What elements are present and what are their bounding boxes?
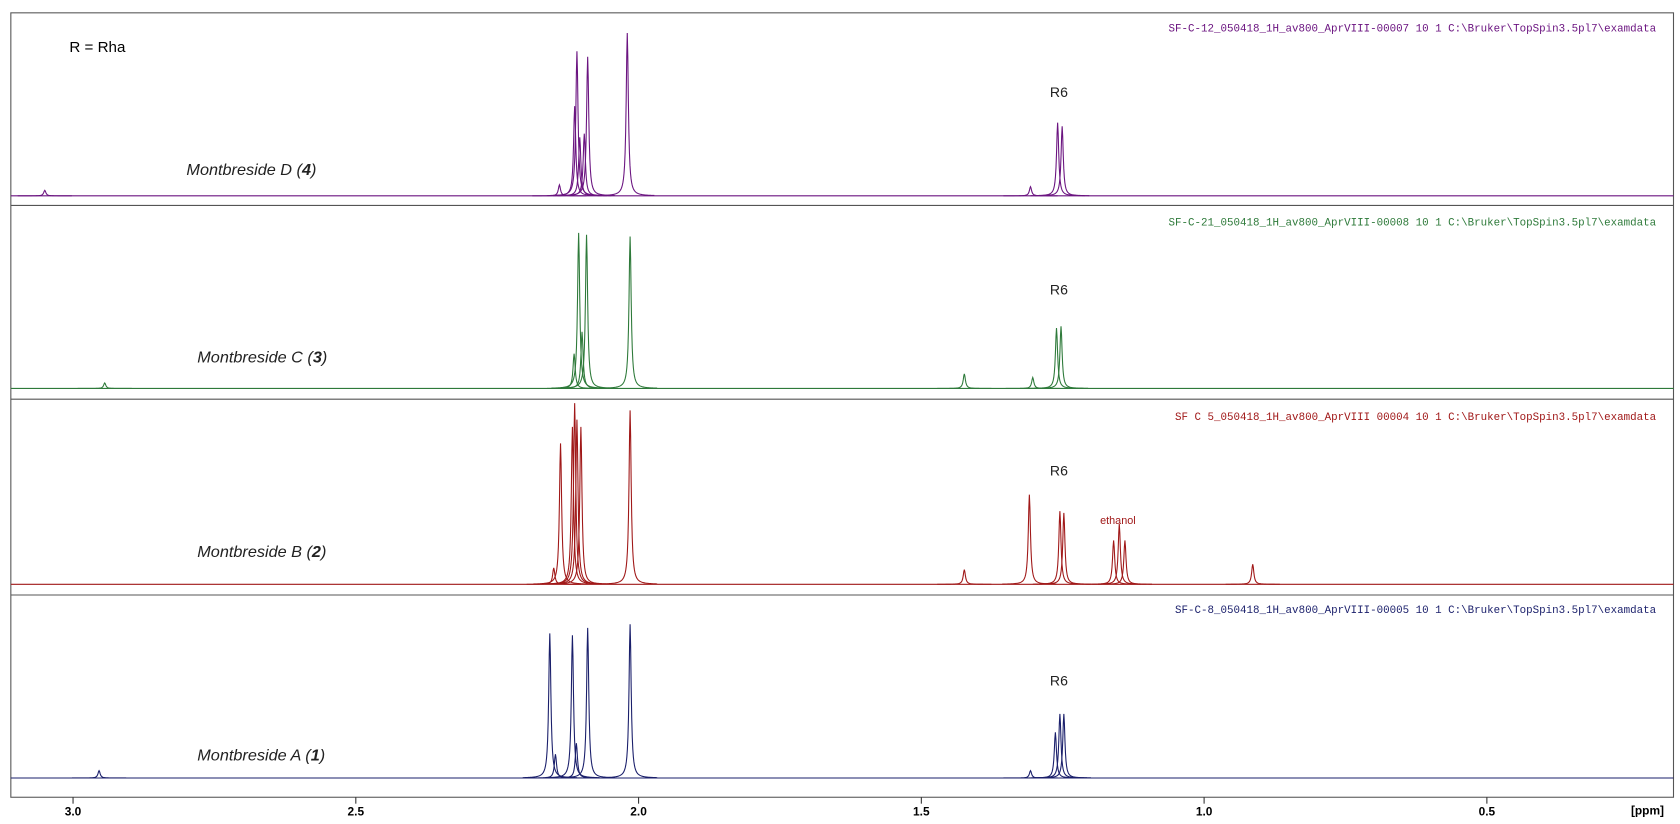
peak: [17, 189, 72, 197]
peak: [528, 754, 583, 779]
x-tick-label: 1.5: [913, 804, 930, 818]
peak: [1036, 713, 1091, 779]
compound-name-part: 3: [313, 349, 322, 367]
peak: [1032, 713, 1087, 779]
compound-name-part: Montbreside B (: [197, 544, 313, 562]
peak: [1086, 540, 1141, 585]
x-tick-label: 2.5: [348, 804, 365, 818]
peak: [1030, 122, 1085, 197]
compound-name-part: 2: [311, 544, 321, 562]
compound-name-part: ): [309, 162, 316, 180]
compound-name-part: Montbreside D (: [186, 162, 303, 180]
annotation: R6: [1050, 84, 1068, 100]
peak: [937, 373, 992, 389]
peak: [602, 410, 658, 585]
file-label: SF-C-21_050418_1H_av800_AprVIII-00008 10…: [1169, 217, 1657, 229]
x-axis-label: [ppm]: [1631, 803, 1664, 817]
annotation: R6: [1050, 672, 1068, 688]
x-tick-label: 0.5: [1479, 804, 1496, 818]
plot-frame: [10, 12, 1675, 798]
compound-name: Montbreside D (4): [186, 162, 316, 180]
peak: [532, 183, 587, 197]
peak: [1002, 494, 1057, 585]
compound-name-part: ): [318, 747, 325, 765]
file-label: SF-C-12_050418_1H_av800_AprVIII-00007 10…: [1169, 24, 1657, 36]
peak: [71, 769, 127, 779]
file-label: SF-C-8_050418_1H_av800_AprVIII-00005 10 …: [1175, 605, 1657, 617]
peak: [600, 32, 655, 196]
x-tick-label: 2.0: [630, 804, 647, 818]
peak: [547, 403, 602, 585]
compound-name: Montbreside A (1): [197, 747, 325, 765]
peak: [533, 443, 588, 585]
peak: [1003, 185, 1058, 197]
peak: [1225, 564, 1280, 585]
x-tick-label: 1.0: [1196, 804, 1213, 818]
peak: [553, 426, 608, 585]
compound-name-part: ): [319, 544, 326, 562]
peak: [559, 234, 614, 389]
peak: [551, 232, 606, 389]
compound-name: Montbreside C (3): [197, 349, 327, 367]
peak: [522, 633, 577, 779]
peak: [557, 133, 612, 197]
peak: [1036, 512, 1091, 585]
compound-name-part: Montbreside C (: [197, 349, 314, 367]
peak: [1035, 126, 1090, 197]
peak: [1097, 540, 1153, 585]
peak: [1033, 326, 1089, 389]
annotation: R6: [1050, 463, 1068, 479]
peak: [77, 381, 132, 389]
peak: [602, 624, 658, 779]
peak: [560, 627, 615, 779]
compound-name-part: ): [320, 349, 327, 367]
peak: [560, 56, 615, 197]
peak: [1005, 375, 1060, 389]
peak: [549, 743, 604, 779]
annotation: ethanol: [1100, 515, 1136, 527]
compound-name-part: 1: [311, 747, 320, 765]
compound-name: Montbreside B (2): [197, 544, 326, 562]
peak: [554, 331, 610, 389]
compound-name-part: Montbreside A (: [197, 747, 312, 765]
peak: [602, 236, 658, 389]
peak: [545, 426, 600, 585]
annotation: R6: [1050, 282, 1068, 298]
x-tick-label: 3.0: [65, 804, 82, 818]
note: R = Rha: [69, 39, 126, 56]
compound-name-part: 4: [301, 162, 311, 180]
peak: [1092, 523, 1147, 585]
peak: [937, 569, 992, 585]
peak: [1028, 732, 1083, 779]
peak: [1029, 328, 1084, 389]
file-label: SF C 5_050418_1H_av800_AprVIII 00004 10 …: [1175, 412, 1657, 424]
peak: [1032, 511, 1087, 585]
